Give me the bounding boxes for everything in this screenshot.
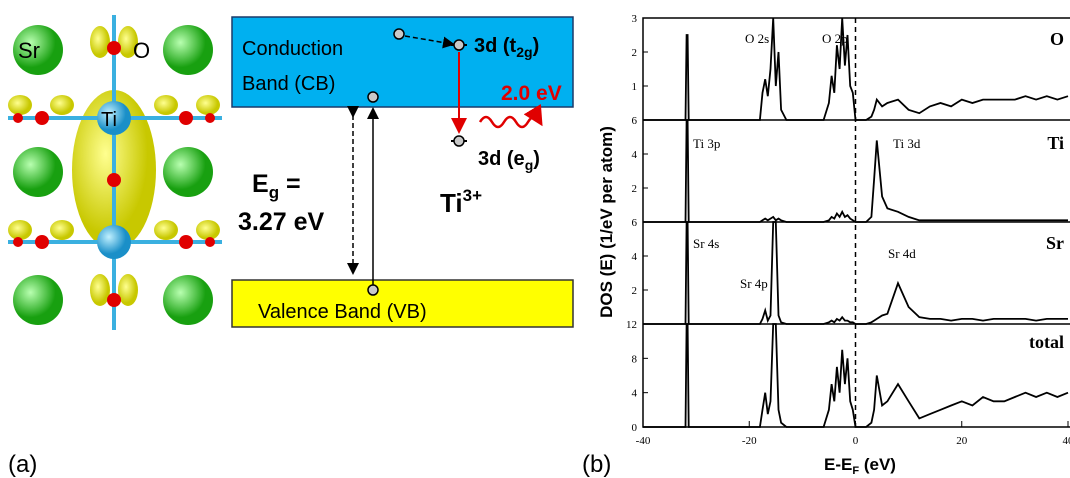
x-axis-label: E-EF (eV) [824,455,896,477]
figure: Sr O Ti Conduction Band (CB) 3d (t2g) 2.… [0,0,1070,478]
y-tick-label: 4 [632,251,638,263]
atom-label: O [133,38,150,63]
panel-label: total [1029,332,1064,352]
x-tick-label: -20 [742,435,757,447]
ion-label: Ti3+ [440,186,482,218]
peak-label: Sr 4p [740,276,768,291]
atom-label: Ti [101,109,117,131]
y-tick-label: 2 [632,285,638,297]
atom-label: Sr [18,38,40,63]
dos-curve [643,18,1068,120]
panel-label: O [1050,29,1064,49]
x-tick-label: -40 [636,435,651,447]
cb-label: Conduction [242,38,343,60]
y-tick-label: 12 [626,319,637,331]
emission-label: 2.0 eV [501,82,562,105]
y-tick-label: 3 [632,13,638,25]
y-tick-label: 2 [632,47,638,59]
panel-label: (b) [582,451,611,478]
gap-value: 3.27 eV [238,208,325,236]
panel-label: Sr [1046,233,1064,253]
y-tick-label: 8 [632,353,638,365]
y-tick-label: 6 [632,217,638,229]
panel-label: Ti [1047,133,1064,153]
peak-label: O 2s [745,31,769,46]
y-tick-label: 4 [632,149,638,161]
y-tick-label: 1 [632,81,638,93]
gap-label: Eg = [252,170,301,202]
band-diagram: Conduction Band (CB) 3d (t2g) 2.0 eV 3d … [232,17,573,327]
peak-label: Ti 3p [693,136,720,151]
x-tick-label: 20 [956,435,968,447]
vb-label: Valence Band (VB) [258,301,427,323]
y-tick-label: 2 [632,183,638,195]
dos-chart: DOS (E) (1/eV per atom) E-EF (eV) 123OO … [597,13,1070,477]
peak-label: Sr 4s [693,236,719,251]
y-tick-label: 0 [632,422,638,434]
eg-label: 3d (eg) [478,148,540,173]
peak-label: Sr 4d [888,246,916,261]
peak-label: Ti 3d [893,136,921,151]
x-tick-label: 40 [1063,435,1070,447]
panel-label: (a) [8,451,37,478]
crystal-structure: Sr O Ti [8,15,222,330]
y-tick-label: 6 [632,115,638,127]
peak-label: O 2p [822,31,848,46]
y-tick-label: 4 [632,388,638,400]
cb-label: Band (CB) [242,73,335,95]
dos-curve [643,324,1068,427]
y-axis-label: DOS (E) (1/eV per atom) [597,126,616,318]
x-tick-label: 0 [853,435,859,447]
